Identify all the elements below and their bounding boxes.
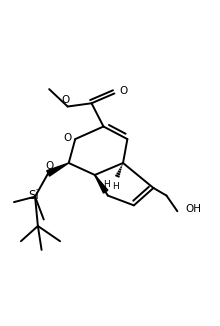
Text: Si: Si xyxy=(28,189,39,202)
Polygon shape xyxy=(47,163,69,176)
Text: H: H xyxy=(112,182,119,191)
Text: O: O xyxy=(119,86,127,96)
Text: O: O xyxy=(64,133,72,143)
Text: O: O xyxy=(45,161,53,171)
Text: H: H xyxy=(103,180,110,188)
Text: OH: OH xyxy=(186,204,202,215)
Polygon shape xyxy=(95,175,108,193)
Text: O: O xyxy=(61,96,70,105)
